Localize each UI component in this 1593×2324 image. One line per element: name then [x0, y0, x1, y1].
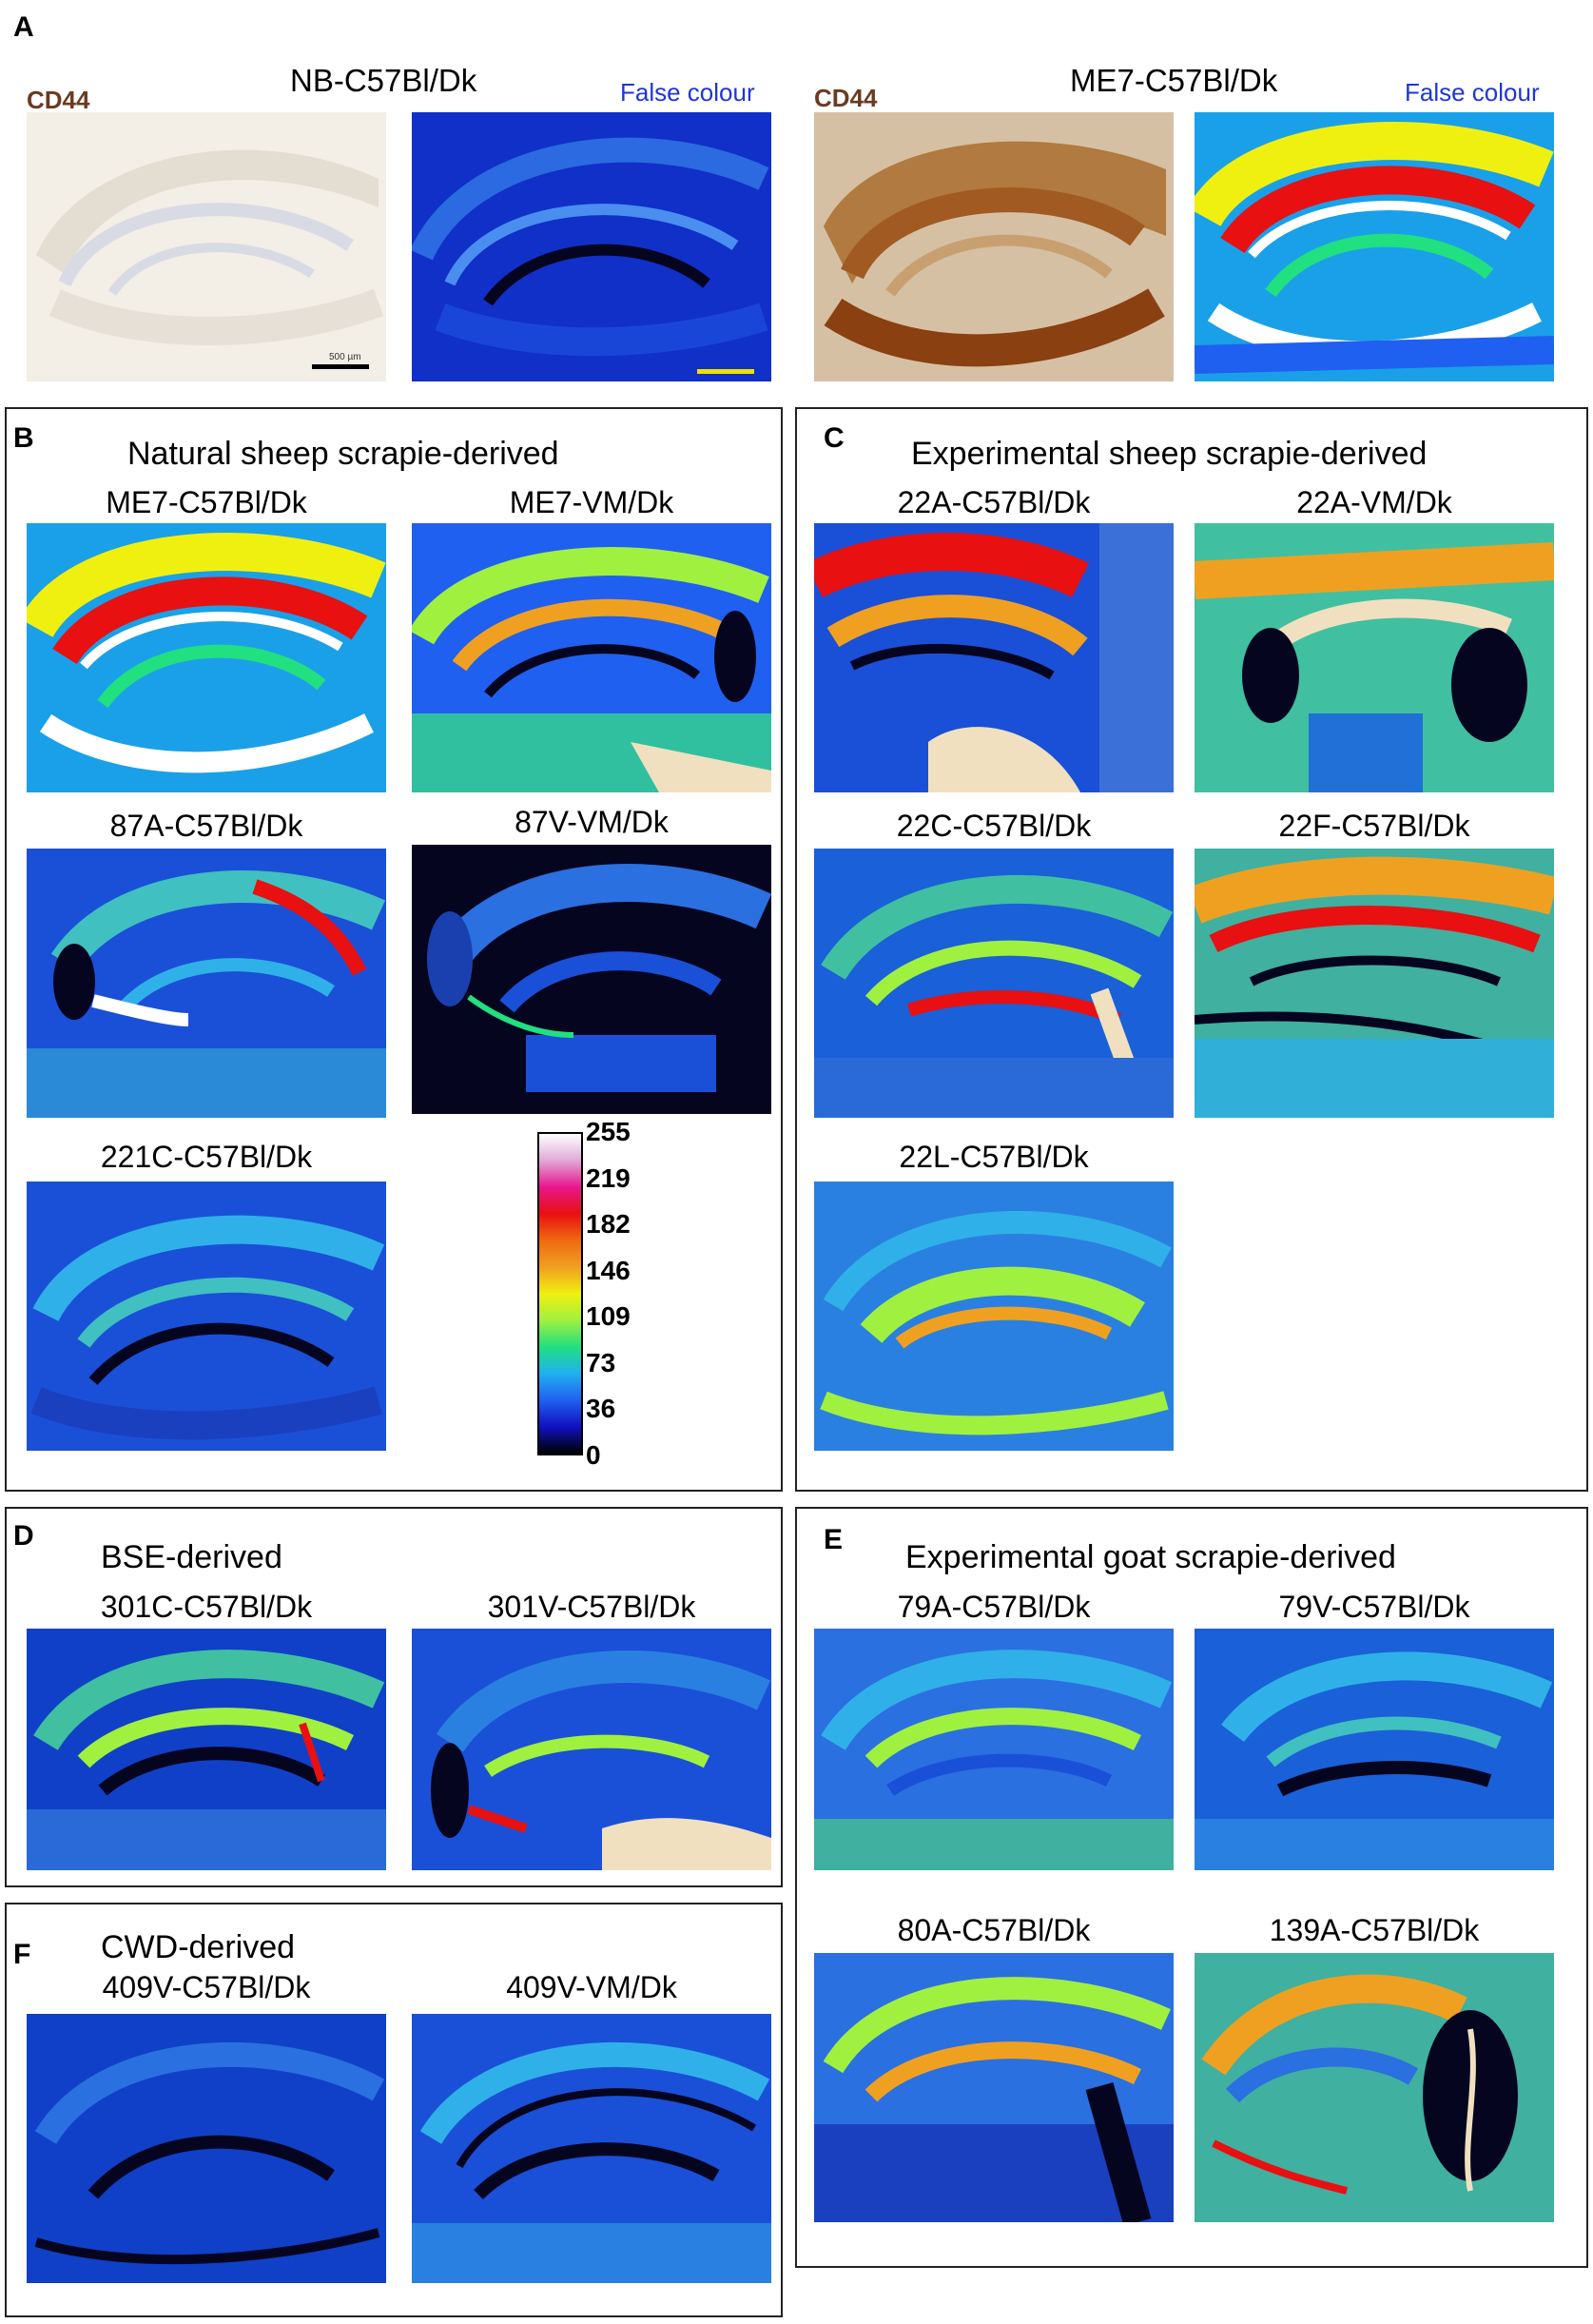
panel-c-box	[795, 407, 1588, 1492]
micrograph-d-301c-c57	[27, 1629, 386, 1870]
panel-d-heading: BSE-derived	[101, 1539, 282, 1575]
label-22f-c57: 22F-C57Bl/Dk	[1278, 809, 1470, 843]
panel-b-box	[5, 407, 783, 1492]
label-22l-c57: 22L-C57Bl/Dk	[899, 1140, 1089, 1174]
scalebar-text-left: 500 µm	[329, 352, 361, 362]
panel-f-box	[5, 1903, 783, 2317]
label-409v-vm: 409V-VM/Dk	[506, 1970, 677, 2004]
label-87v-vm: 87V-VM/Dk	[515, 805, 669, 839]
micrograph-e-80a-c57	[814, 1953, 1174, 2222]
micrograph-c-22f-c57	[1195, 849, 1554, 1118]
false-colour-label-right: False colour	[1405, 78, 1540, 107]
micrograph-c-22l-c57	[814, 1182, 1174, 1451]
panel-e-box	[795, 1507, 1588, 2268]
label-87a-c57: 87A-C57Bl/Dk	[109, 809, 303, 843]
label-301c-c57: 301C-C57Bl/Dk	[100, 1590, 313, 1624]
label-221c-c57: 221C-C57Bl/Dk	[100, 1140, 313, 1174]
color-scale-tick-label: 255	[586, 1117, 631, 1146]
color-scale-tick-label: 182	[586, 1209, 631, 1240]
panel-letter-d: D	[13, 1520, 34, 1552]
label-22a-c57: 22A-C57Bl/Dk	[897, 485, 1091, 519]
micrograph-e-79v-c57	[1195, 1629, 1554, 1870]
color-scale-tick-label: 109	[586, 1301, 631, 1332]
panel-letter-a: A	[13, 11, 34, 43]
micrograph-b-87v-vm	[412, 845, 771, 1114]
label-79a-c57: 79A-C57Bl/Dk	[897, 1590, 1091, 1624]
panel-letter-f: F	[13, 1939, 31, 1970]
color-scale-tick-label: 0	[586, 1440, 601, 1470]
panel-b-heading: Natural sheep scrapie-derived	[127, 436, 559, 472]
cd44-label-left: CD44	[27, 86, 90, 114]
label-79v-c57: 79V-C57Bl/Dk	[1278, 1590, 1470, 1624]
label-139a-c57: 139A-C57Bl/Dk	[1269, 1913, 1480, 1947]
micrograph-c-22a-c57	[814, 523, 1174, 792]
label-me7-c57: ME7-C57Bl/Dk	[106, 485, 307, 519]
micrograph-b-me7-c57	[27, 523, 386, 792]
color-scale-gradient	[539, 1134, 581, 1454]
panel-letter-b: B	[13, 422, 34, 454]
color-scale-tick-label: 219	[586, 1162, 631, 1193]
label-301v-c57: 301V-C57Bl/Dk	[487, 1590, 696, 1624]
micrograph-b-me7-vm	[412, 523, 771, 792]
micrograph-me7-cd44-brightfield	[814, 112, 1174, 381]
color-scale-tick-label: 146	[586, 1255, 631, 1285]
panel-a-right-title: ME7-C57Bl/Dk	[1070, 63, 1278, 98]
panel-c-heading: Experimental sheep scrapie-derived	[911, 436, 1428, 472]
cd44-label-right: CD44	[814, 84, 878, 112]
panel-letter-e: E	[824, 1524, 844, 1555]
color-scale-tick-label: 36	[586, 1394, 616, 1424]
label-80a-c57: 80A-C57Bl/Dk	[897, 1913, 1091, 1947]
panel-f-heading: CWD-derived	[101, 1929, 296, 1965]
micrograph-e-139a-c57	[1195, 1953, 1554, 2222]
false-colour-label-left: False colour	[620, 78, 755, 107]
micrograph-f-409v-vm	[412, 2014, 771, 2283]
label-22c-c57: 22C-C57Bl/Dk	[896, 809, 1092, 843]
micrograph-b-221c-c57	[27, 1182, 386, 1451]
micrograph-nb-cd44-brightfield: 500 µm	[27, 112, 386, 381]
panel-a-left-title: NB-C57Bl/Dk	[290, 63, 477, 98]
panel-e-heading: Experimental goat scrapie-derived	[905, 1539, 1396, 1575]
label-409v-c57: 409V-C57Bl/Dk	[102, 1970, 311, 2004]
micrograph-e-79a-c57	[814, 1629, 1174, 1870]
color-scale-bar	[537, 1132, 583, 1455]
micrograph-me7-false-colour	[1195, 112, 1554, 381]
panel-d-box	[5, 1507, 783, 1887]
micrograph-b-87a-c57	[27, 849, 386, 1118]
micrograph-c-22a-vm	[1195, 523, 1554, 792]
label-me7-vm: ME7-VM/Dk	[509, 485, 674, 519]
label-22a-vm: 22A-VM/Dk	[1296, 485, 1452, 519]
micrograph-c-22c-c57	[814, 849, 1174, 1118]
micrograph-d-301v-c57	[412, 1629, 771, 1870]
micrograph-nb-false-colour	[412, 112, 771, 381]
panel-letter-c: C	[824, 422, 845, 454]
color-scale-tick-label: 73	[586, 1347, 616, 1377]
micrograph-f-409v-c57	[27, 2014, 386, 2283]
